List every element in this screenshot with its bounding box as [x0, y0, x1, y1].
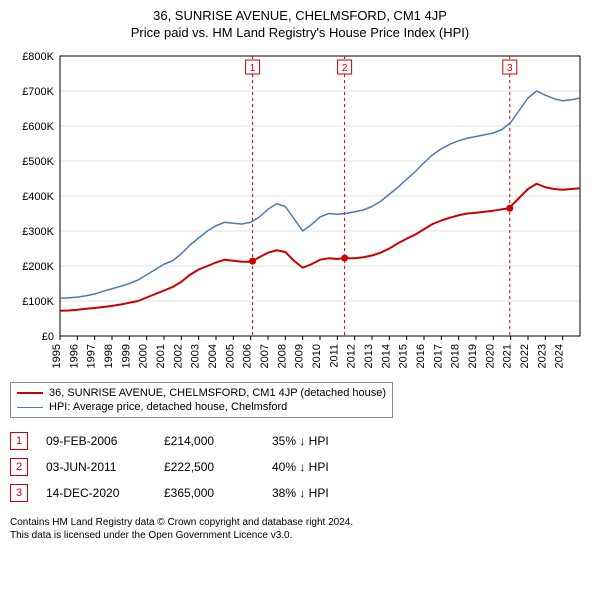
- svg-text:£100K: £100K: [22, 296, 54, 308]
- footnote: Contains HM Land Registry data © Crown c…: [10, 516, 590, 542]
- sale-date: 03-JUN-2011: [46, 460, 146, 474]
- svg-text:2005: 2005: [224, 344, 236, 368]
- sale-date: 09-FEB-2006: [46, 434, 146, 448]
- svg-text:2011: 2011: [328, 344, 340, 368]
- svg-text:1999: 1999: [120, 344, 132, 368]
- svg-text:£400K: £400K: [22, 191, 54, 203]
- sales-table: 1 09-FEB-2006 £214,000 35% ↓ HPI 2 03-JUN-201…: [10, 428, 590, 506]
- legend-label: 36, SUNRISE AVENUE, CHELMSFORD, CM1 4JP …: [49, 387, 386, 399]
- sale-price: £214,000: [164, 434, 254, 448]
- sale-diff: 38% ↓ HPI: [272, 486, 362, 500]
- svg-text:£200K: £200K: [22, 261, 54, 273]
- svg-text:2012: 2012: [346, 344, 358, 368]
- main-title: 36, SUNRISE AVENUE, CHELMSFORD, CM1 4JP: [10, 8, 590, 23]
- svg-text:2: 2: [342, 63, 348, 74]
- sale-price: £365,000: [164, 486, 254, 500]
- sale-marker: 2: [10, 458, 28, 476]
- svg-text:1995: 1995: [51, 344, 63, 368]
- svg-text:2001: 2001: [155, 344, 167, 368]
- svg-text:2022: 2022: [519, 344, 531, 368]
- svg-text:2016: 2016: [415, 344, 427, 368]
- svg-text:2002: 2002: [172, 344, 184, 368]
- svg-text:£500K: £500K: [22, 156, 54, 168]
- svg-text:2019: 2019: [467, 344, 479, 368]
- chart-titles: 36, SUNRISE AVENUE, CHELMSFORD, CM1 4JP …: [10, 8, 590, 40]
- sale-marker: 3: [10, 484, 28, 502]
- sale-price: £222,500: [164, 460, 254, 474]
- svg-text:2000: 2000: [138, 344, 150, 368]
- sale-row: 1 09-FEB-2006 £214,000 35% ↓ HPI: [10, 428, 590, 454]
- sale-diff: 40% ↓ HPI: [272, 460, 362, 474]
- sale-date: 14-DEC-2020: [46, 486, 146, 500]
- legend-row: 36, SUNRISE AVENUE, CHELMSFORD, CM1 4JP …: [17, 386, 386, 400]
- footnote-line-1: Contains HM Land Registry data © Crown c…: [10, 516, 590, 529]
- svg-text:2018: 2018: [450, 344, 462, 368]
- legend-swatch: [17, 407, 43, 408]
- legend-row: HPI: Average price, detached house, Chel…: [17, 400, 386, 414]
- sale-marker: 1: [10, 432, 28, 450]
- svg-text:2015: 2015: [398, 344, 410, 368]
- svg-text:2010: 2010: [311, 344, 323, 368]
- svg-text:£300K: £300K: [22, 226, 54, 238]
- svg-text:£0: £0: [42, 331, 54, 343]
- svg-text:2007: 2007: [259, 344, 271, 368]
- svg-text:2014: 2014: [380, 344, 392, 368]
- svg-text:1: 1: [250, 63, 256, 74]
- svg-text:£600K: £600K: [22, 121, 54, 133]
- sub-title: Price paid vs. HM Land Registry's House …: [10, 25, 590, 40]
- legend-swatch: [17, 392, 43, 394]
- sale-diff: 35% ↓ HPI: [272, 434, 362, 448]
- svg-text:£700K: £700K: [22, 86, 54, 98]
- svg-text:1996: 1996: [68, 344, 80, 368]
- sale-row: 2 03-JUN-2011 £222,500 40% ↓ HPI: [10, 454, 590, 480]
- svg-text:2009: 2009: [294, 344, 306, 368]
- svg-text:1998: 1998: [103, 344, 115, 368]
- svg-text:1997: 1997: [86, 344, 98, 368]
- svg-text:2017: 2017: [432, 344, 444, 368]
- price-chart: £0 £100K £200K £300K £400K £500K £600K £700K £80…: [10, 46, 590, 376]
- svg-text:£800K: £800K: [22, 51, 54, 63]
- footnote-line-2: This data is licensed under the Open Gov…: [10, 529, 590, 542]
- svg-text:2021: 2021: [502, 344, 514, 368]
- svg-text:2008: 2008: [276, 344, 288, 368]
- svg-text:3: 3: [507, 63, 513, 74]
- svg-text:2003: 2003: [190, 344, 202, 368]
- svg-text:2006: 2006: [242, 344, 254, 368]
- svg-text:2020: 2020: [484, 344, 496, 368]
- sale-row: 3 14-DEC-2020 £365,000 38% ↓ HPI: [10, 480, 590, 506]
- svg-text:2023: 2023: [536, 344, 548, 368]
- svg-text:2004: 2004: [207, 344, 219, 368]
- legend-label: HPI: Average price, detached house, Chel…: [49, 401, 287, 413]
- legend: 36, SUNRISE AVENUE, CHELMSFORD, CM1 4JP …: [10, 382, 393, 418]
- svg-text:2024: 2024: [554, 344, 566, 368]
- svg-text:2013: 2013: [363, 344, 375, 368]
